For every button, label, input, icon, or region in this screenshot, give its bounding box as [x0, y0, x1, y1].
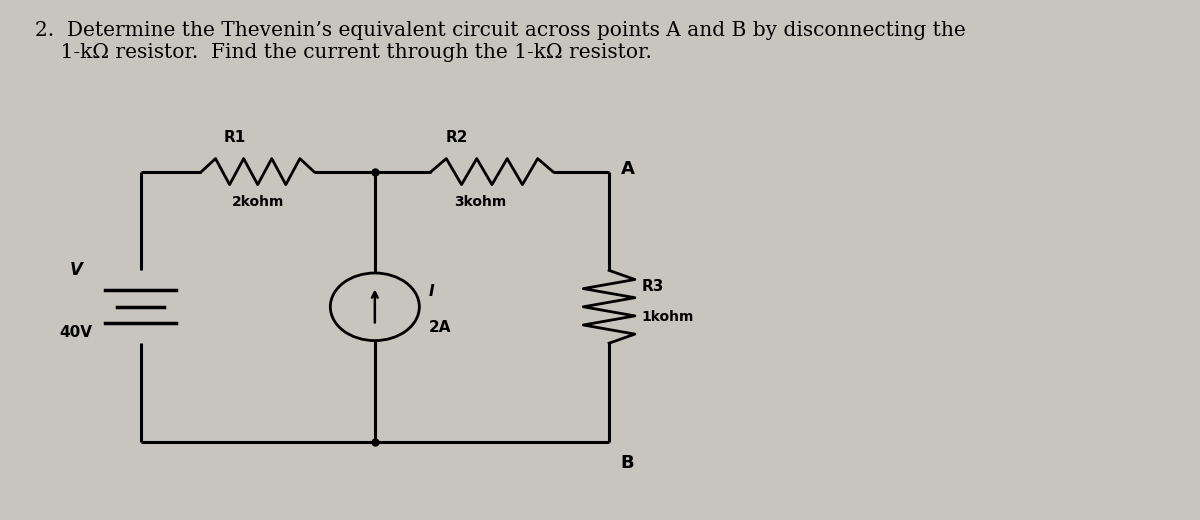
Text: B: B — [620, 454, 635, 472]
Text: 2A: 2A — [428, 320, 451, 335]
Text: I: I — [428, 284, 434, 298]
Text: V: V — [70, 262, 83, 279]
Text: R1: R1 — [223, 131, 245, 145]
Ellipse shape — [330, 273, 419, 341]
Text: 3kohm: 3kohm — [454, 195, 506, 209]
Text: 2kohm: 2kohm — [232, 195, 284, 209]
Text: R3: R3 — [642, 279, 665, 293]
Text: 40V: 40V — [60, 326, 92, 340]
Text: 2.  Determine the Thevenin’s equivalent circuit across points A and B by disconn: 2. Determine the Thevenin’s equivalent c… — [35, 21, 966, 62]
Text: R2: R2 — [445, 131, 468, 145]
Text: A: A — [620, 160, 635, 178]
Text: 1kohm: 1kohm — [642, 310, 695, 324]
